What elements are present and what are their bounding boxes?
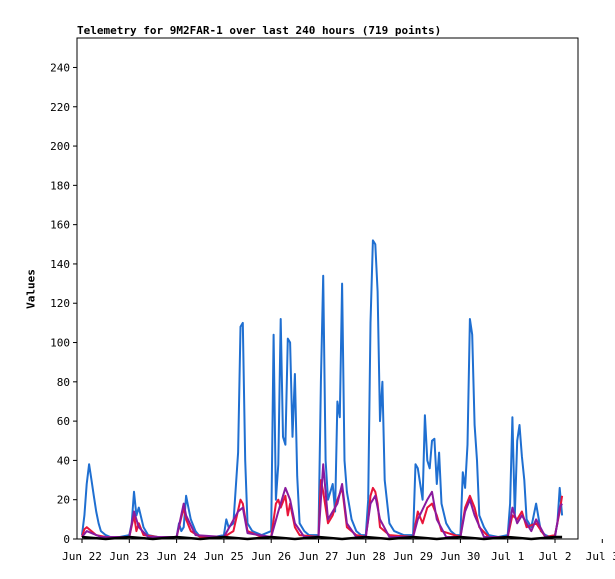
y-tick-label: 120 [50, 297, 70, 310]
x-tick-label: Jun 30 [441, 550, 481, 563]
x-tick-label: Jun 28 [346, 550, 386, 563]
y-tick-label: 200 [50, 140, 70, 153]
plot-frame [76, 37, 579, 540]
y-tick-label: 100 [50, 337, 70, 350]
x-tick-label: Jul 3 [586, 550, 615, 563]
x-tick-label: Jun 24 [157, 550, 197, 563]
y-axis: 0 20 40 60 80 100 120 140 160 180 200 220 240 [50, 61, 77, 546]
x-tick-label: Jun 26 [251, 550, 291, 563]
y-tick-label: 160 [50, 219, 70, 232]
series-line-3 [81, 463, 563, 538]
y-tick-label: 220 [50, 101, 70, 114]
y-tick-label: 20 [57, 494, 70, 507]
y-tick-label: 80 [57, 376, 70, 389]
y-tick-label: 60 [57, 415, 70, 428]
series-line-4 [81, 535, 563, 541]
x-tick-label: Jun 25 [204, 550, 244, 563]
y-tick-label: 240 [50, 61, 70, 74]
y-tick-label: 180 [50, 179, 70, 192]
series-group [81, 239, 564, 541]
x-tick-label: Jul 1 [491, 550, 524, 563]
x-axis: Jun 22 Jun 23 Jun 24 Jun 25 Jun 26 Jun 27 Jun … [62, 539, 615, 563]
y-tick-label: 40 [57, 454, 70, 467]
x-tick-label: Jul 2 [538, 550, 571, 563]
y-tick-label: 0 [63, 533, 70, 546]
y-tick-label: 140 [50, 258, 70, 271]
x-tick-label: Jun 22 [62, 550, 102, 563]
x-tick-label: Jun 27 [299, 550, 339, 563]
x-tick-label: Jun 23 [109, 550, 149, 563]
chart-title: Telemetry for 9M2FAR-1 over last 240 hou… [77, 24, 442, 37]
x-tick-label: Jun 29 [393, 550, 433, 563]
